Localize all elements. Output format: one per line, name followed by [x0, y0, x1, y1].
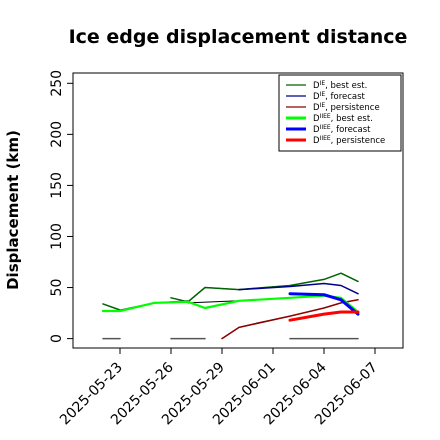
y-axis: 0 50 100 150 200 250 [49, 70, 74, 343]
series-line [102, 303, 121, 311]
y-tick-label: 250 [49, 70, 65, 97]
y-tick-label: 50 [49, 279, 65, 297]
y-axis-label: Displacement (km) [4, 130, 22, 290]
series-line [238, 282, 359, 295]
legend-label: DIE, best est. [313, 80, 367, 91]
series-layer [101, 272, 360, 340]
series-line [288, 292, 360, 316]
legend-box [278, 74, 402, 152]
y-tick-label: 100 [49, 223, 65, 250]
series-line [221, 315, 291, 340]
y-tick-label: 200 [49, 121, 65, 148]
series-line [288, 310, 360, 322]
legend-label: DIIEE, forecast [313, 124, 371, 135]
x-axis: 2025-05-232025-05-262025-05-292025-06-01… [57, 347, 381, 428]
y-tick-label: 0 [49, 334, 65, 343]
legend-label: DIE, persistence [313, 102, 380, 113]
legend-label: DIE, forecast [313, 91, 366, 102]
y-tick-label: 150 [49, 172, 65, 199]
legend-label: DIIEE, best est. [313, 113, 373, 124]
legend-label: DIIEE, persistence [313, 135, 385, 146]
chart-title: Ice edge displacement distance [68, 26, 408, 48]
